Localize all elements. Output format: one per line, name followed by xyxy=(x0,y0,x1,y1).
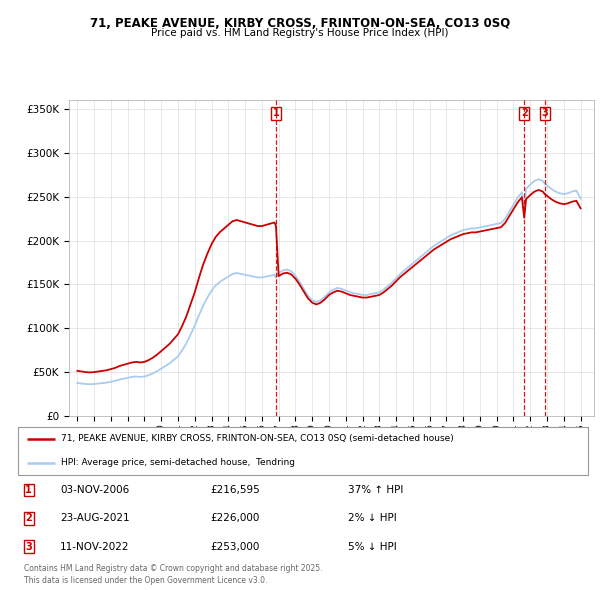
Text: 1: 1 xyxy=(25,485,32,495)
Text: 5% ↓ HPI: 5% ↓ HPI xyxy=(348,542,397,552)
Text: 3: 3 xyxy=(25,542,32,552)
Text: 23-AUG-2021: 23-AUG-2021 xyxy=(60,513,130,523)
Text: 3: 3 xyxy=(541,108,548,118)
Text: 71, PEAKE AVENUE, KIRBY CROSS, FRINTON-ON-SEA, CO13 0SQ (semi-detached house): 71, PEAKE AVENUE, KIRBY CROSS, FRINTON-O… xyxy=(61,434,454,443)
Text: 37% ↑ HPI: 37% ↑ HPI xyxy=(348,485,403,495)
Text: 2% ↓ HPI: 2% ↓ HPI xyxy=(348,513,397,523)
Text: 71, PEAKE AVENUE, KIRBY CROSS, FRINTON-ON-SEA, CO13 0SQ: 71, PEAKE AVENUE, KIRBY CROSS, FRINTON-O… xyxy=(90,17,510,30)
Text: 2: 2 xyxy=(521,108,527,118)
Text: 03-NOV-2006: 03-NOV-2006 xyxy=(60,485,129,495)
Text: 1: 1 xyxy=(272,108,280,118)
Text: £216,595: £216,595 xyxy=(210,485,260,495)
Text: £253,000: £253,000 xyxy=(210,542,259,552)
Text: HPI: Average price, semi-detached house,  Tendring: HPI: Average price, semi-detached house,… xyxy=(61,458,295,467)
Text: 2: 2 xyxy=(25,513,32,523)
Text: Contains HM Land Registry data © Crown copyright and database right 2025.
This d: Contains HM Land Registry data © Crown c… xyxy=(24,565,323,585)
Text: Price paid vs. HM Land Registry's House Price Index (HPI): Price paid vs. HM Land Registry's House … xyxy=(151,28,449,38)
Text: 11-NOV-2022: 11-NOV-2022 xyxy=(60,542,130,552)
Text: £226,000: £226,000 xyxy=(210,513,259,523)
